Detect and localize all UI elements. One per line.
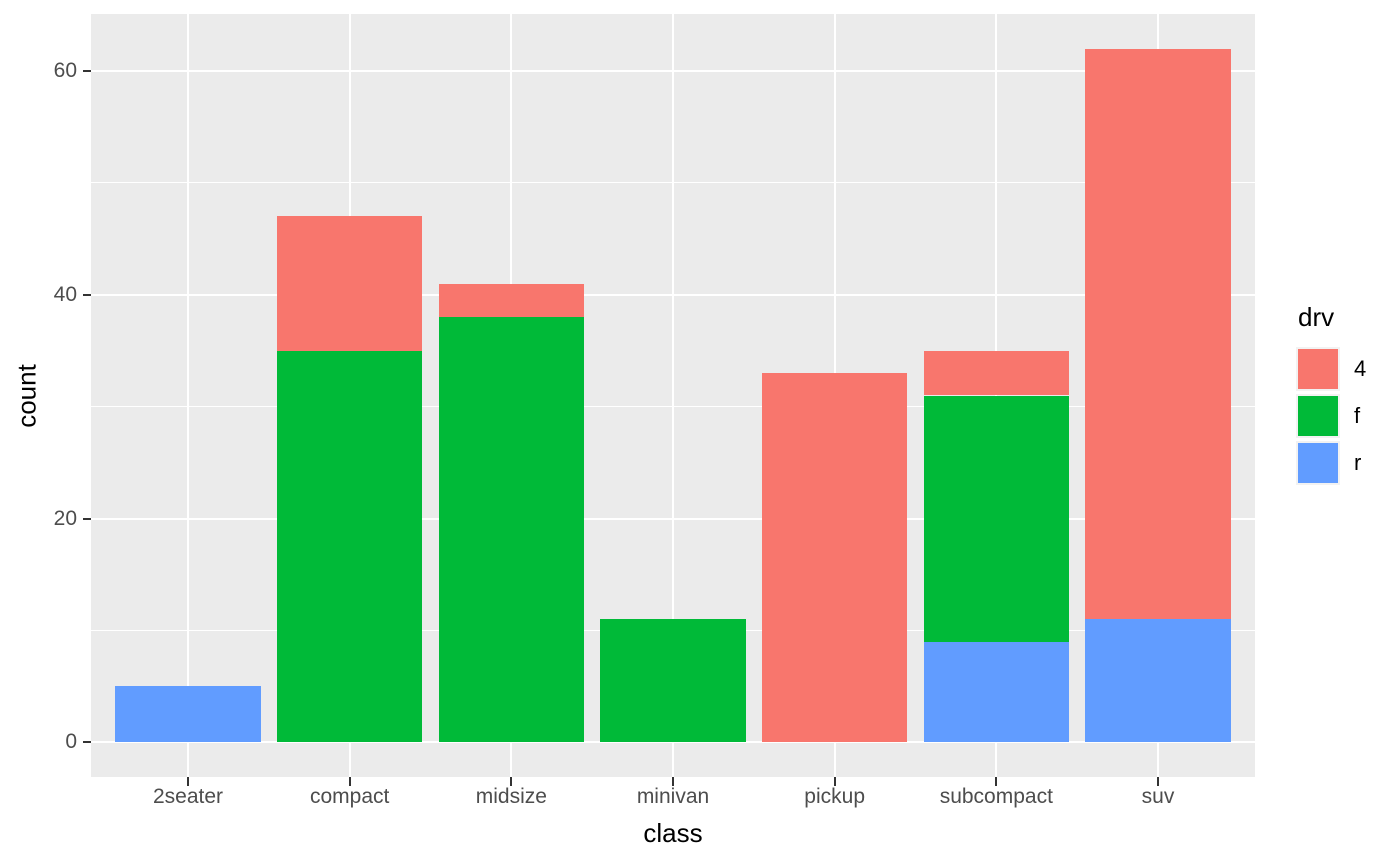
legend-swatch xyxy=(1298,443,1338,483)
bar-segment-midsize-4 xyxy=(438,283,585,318)
x-axis-title: class xyxy=(643,818,703,848)
x-tick xyxy=(510,777,513,786)
legend-label: 4 xyxy=(1354,356,1367,381)
gridline-major-v xyxy=(187,14,189,777)
gridline-major-v xyxy=(672,14,674,777)
x-tick xyxy=(187,777,189,786)
bar-segment-midsize-f xyxy=(438,317,585,743)
x-tick-label: compact xyxy=(309,785,390,808)
bar-segment-subcompact-4 xyxy=(923,350,1070,396)
x-tick xyxy=(348,777,351,786)
bar-segment-compact-4 xyxy=(276,216,423,351)
legend-key xyxy=(1296,441,1340,485)
bar-segment-subcompact-f xyxy=(923,395,1070,642)
bar-segment-subcompact-r xyxy=(923,641,1070,743)
bar-segment-suv-r xyxy=(1085,619,1231,743)
y-tick-label: 20 xyxy=(53,506,77,530)
legend-label: r xyxy=(1354,450,1362,475)
plot-panel xyxy=(91,14,1255,777)
legend-entry-f: f xyxy=(1296,394,1366,438)
bar-segment-pickup-4 xyxy=(761,373,908,743)
x-tick-label: minivan xyxy=(636,785,710,808)
y-tick xyxy=(83,70,91,73)
x-tick-label: suv xyxy=(1141,785,1175,808)
x-tick xyxy=(672,777,674,786)
bar-segment-minivan-f xyxy=(600,619,746,743)
legend-key xyxy=(1296,394,1340,438)
y-tick-label: 60 xyxy=(53,59,77,83)
bar-segment-suv-4 xyxy=(1085,48,1231,620)
legend-entry-4: 4 xyxy=(1296,347,1366,391)
legend-title: drv xyxy=(1298,302,1335,332)
bar-segment-compact-f xyxy=(276,350,423,743)
x-tick-label: subcompact xyxy=(939,785,1053,808)
y-tick-label: 0 xyxy=(65,730,77,754)
legend-label: f xyxy=(1354,403,1361,428)
y-tick-label: 40 xyxy=(53,282,77,306)
legend-swatch xyxy=(1298,396,1338,436)
x-tick-label: midsize xyxy=(475,785,547,808)
y-tick xyxy=(83,741,91,744)
legend-swatch xyxy=(1298,349,1338,389)
x-tick xyxy=(1157,777,1159,786)
x-tick-label: 2seater xyxy=(152,785,224,808)
bar-segment-2seater-r xyxy=(115,686,261,743)
legend-key xyxy=(1296,347,1340,391)
y-tick xyxy=(83,293,91,296)
legend-entry-r: r xyxy=(1296,441,1366,485)
x-tick xyxy=(833,777,836,786)
x-tick-label: pickup xyxy=(804,785,865,808)
y-tick xyxy=(83,517,91,520)
y-axis-title: count xyxy=(11,364,42,428)
x-tick xyxy=(995,777,998,786)
